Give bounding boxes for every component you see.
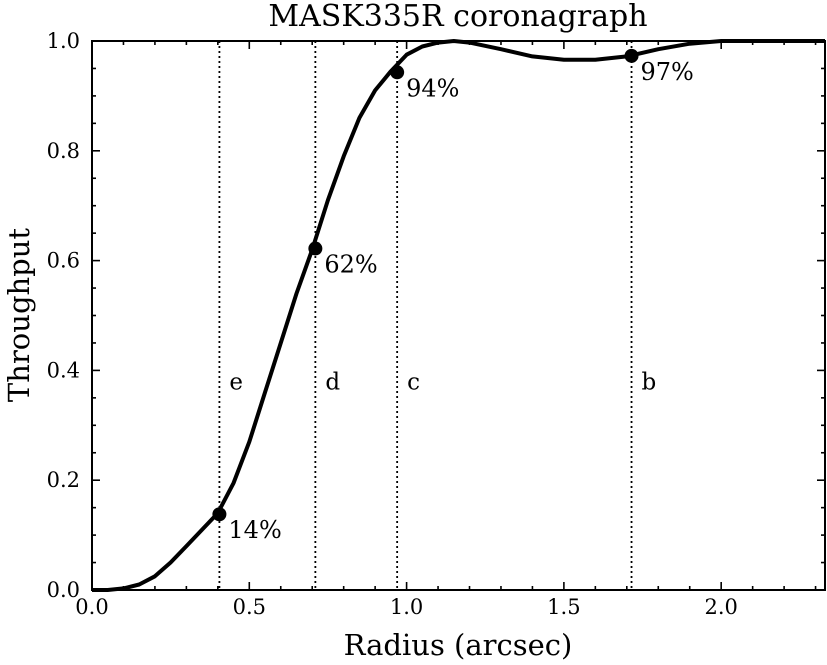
data-point-label: 97% (641, 58, 694, 86)
x-tick-label: 0.0 (75, 595, 108, 619)
data-point-label: 94% (406, 74, 459, 102)
data-point-marker (624, 48, 639, 63)
x-tick-label: 2.0 (704, 595, 737, 619)
data-point-label: 14% (228, 516, 281, 544)
vertical-line-label-c: c (407, 369, 420, 395)
throughput-curve (92, 39, 825, 592)
y-tick-label: 0.0 (47, 578, 80, 602)
vertical-line-label-e: e (229, 369, 243, 395)
plot-frame (91, 40, 826, 591)
y-tick-label: 0.2 (47, 468, 80, 492)
y-tick-label: 0.4 (47, 358, 80, 382)
chart-title: MASK335R coronagraph (268, 0, 647, 34)
x-axis-label: Radius (arcsec) (344, 628, 573, 662)
y-tick-label: 0.8 (47, 139, 80, 163)
data-point-marker (390, 65, 405, 80)
vertical-line-label-b: b (642, 369, 657, 395)
x-tick-label: 0.5 (233, 595, 266, 619)
data-point-marker (308, 241, 323, 256)
vertical-line-label-d: d (325, 369, 340, 395)
data-point-marker (212, 507, 227, 522)
y-tick-label: 0.6 (47, 249, 80, 273)
y-axis-label: Throughput (2, 228, 36, 403)
y-tick-label: 1.0 (47, 29, 80, 53)
data-point-label: 62% (324, 251, 377, 279)
axis-ticks: 0.0 0.5 1.0 1.5 2.0 0.0 0.2 0.4 0.6 0.8 1.0 (47, 29, 825, 619)
x-tick-label: 1.5 (547, 595, 580, 619)
data-points: 14% 62% 94% 97% (212, 48, 694, 544)
x-tick-label: 1.0 (390, 595, 423, 619)
